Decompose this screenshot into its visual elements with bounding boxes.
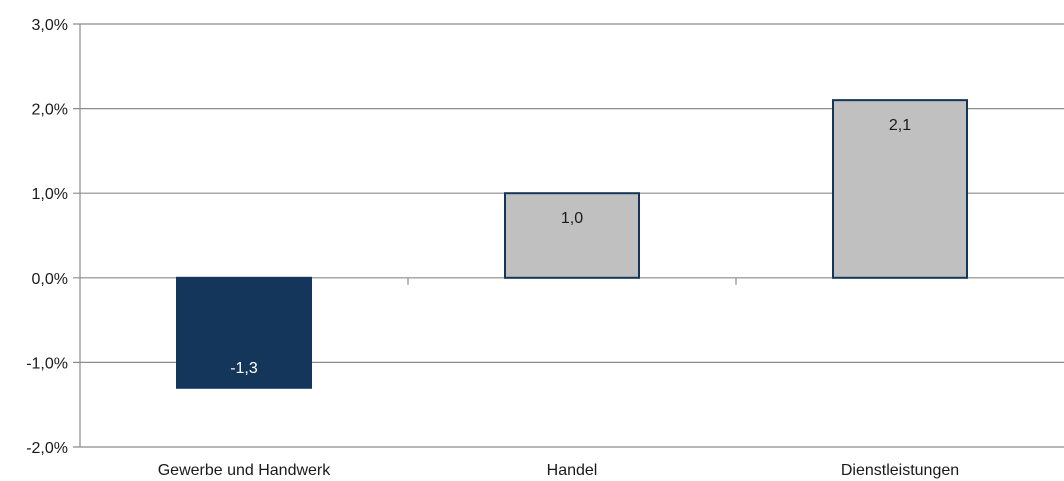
axes	[79, 24, 737, 447]
data-label: -1,3	[230, 360, 258, 377]
data-label: 2,1	[889, 117, 911, 134]
y-tick-label: 3,0%	[32, 17, 68, 34]
bar	[832, 99, 968, 279]
labels: 3,0% 2,0% 1,0% 0,0% -1,0% -2,0% -1,3 Gewerbe un…	[26, 17, 959, 479]
x-category-label: Handel	[547, 462, 598, 479]
bar	[504, 192, 640, 279]
data-label: 1,0	[561, 210, 583, 227]
y-tick-label: -2,0%	[26, 440, 68, 457]
y-tick-label: -1,0%	[26, 355, 68, 372]
bar	[176, 276, 312, 389]
bars	[176, 99, 968, 389]
y-tick-label: 2,0%	[32, 102, 68, 119]
x-category-label: Gewerbe und Handwerk	[158, 462, 332, 479]
y-tick-label: 1,0%	[32, 186, 68, 203]
y-tick-label: 0,0%	[32, 271, 68, 288]
x-category-label: Dienstleistungen	[841, 462, 959, 479]
